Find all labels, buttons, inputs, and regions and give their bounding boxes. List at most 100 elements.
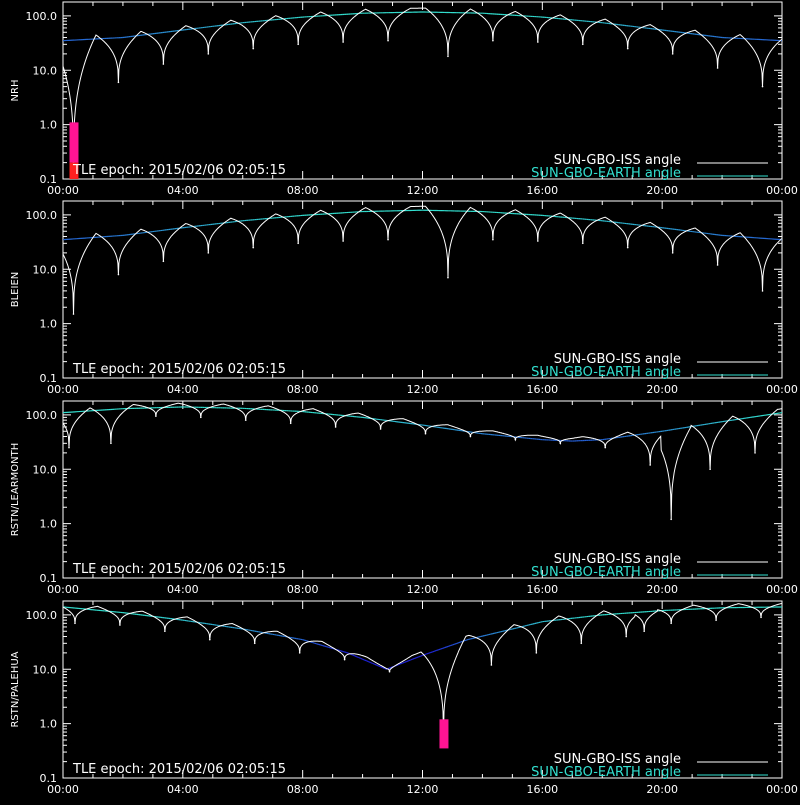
- y-axis-label: NRH: [10, 80, 21, 102]
- y-axis-label: RSTN/LEARMONTH: [10, 443, 21, 537]
- x-tick-label: 04:00: [167, 184, 199, 197]
- earth-angle-segment: [440, 648, 442, 649]
- x-tick-label: 00:00: [47, 184, 79, 197]
- iss-dip-point: [209, 639, 211, 641]
- iss-dip-point: [492, 40, 494, 42]
- earth-angle-segment: [377, 665, 379, 666]
- visibility-bar: [439, 719, 448, 748]
- x-tick-label: 04:00: [167, 383, 199, 396]
- y-tick-label: 100.0: [26, 10, 58, 23]
- iss-dip-point: [344, 659, 346, 661]
- iss-dip-point: [754, 452, 756, 454]
- x-tick-label: 16:00: [526, 583, 558, 596]
- iss-dip-point: [342, 41, 344, 43]
- earth-angle-segment: [460, 641, 462, 642]
- x-tick-label: 08:00: [287, 783, 319, 796]
- earth-angle-segment: [345, 652, 347, 653]
- x-tick-label: 00:00: [766, 184, 798, 197]
- iss-dip-point: [560, 443, 562, 445]
- iss-dip-point: [470, 436, 472, 438]
- iss-dip-point: [118, 82, 120, 84]
- plot-area: [63, 403, 782, 520]
- earth-angle-segment: [373, 663, 375, 664]
- plot-area: [63, 206, 782, 315]
- earth-angle-segment: [405, 662, 407, 663]
- iss-dip-point: [492, 239, 494, 241]
- earth-angle-segment: [419, 656, 421, 657]
- iss-dip-point: [717, 67, 719, 69]
- x-tick-label: 20:00: [646, 383, 678, 396]
- x-tick-label: 12:00: [407, 383, 439, 396]
- earth-angle-segment: [325, 646, 327, 647]
- earth-angle-segment: [375, 664, 377, 665]
- x-tick-label: 00:00: [766, 583, 798, 596]
- iss-dip-point: [582, 243, 584, 245]
- earth-angle-segment: [407, 661, 409, 662]
- earth-angle-segment: [339, 650, 341, 651]
- iss-dip-point: [580, 643, 582, 645]
- earth-angle-segment: [403, 662, 405, 663]
- iss-dip-point: [119, 624, 121, 626]
- earth-angle-segment: [357, 657, 359, 658]
- iss-dip-point: [297, 243, 299, 245]
- iss-dip-point: [252, 48, 254, 50]
- iss-dip-point: [709, 468, 711, 470]
- earth-angle-segment: [448, 646, 450, 647]
- tle-epoch-label: TLE epoch: 2015/02/06 02:05:15: [72, 762, 286, 777]
- iss-dip-point: [625, 636, 627, 638]
- earth-angle-segment: [458, 642, 460, 643]
- earth-angle-segment: [321, 645, 323, 646]
- iss-dip-point: [73, 313, 75, 315]
- earth-angle-segment: [365, 660, 367, 661]
- earth-angle-segment: [424, 654, 426, 655]
- earth-angle-segment: [464, 640, 466, 641]
- iss-dip-point: [207, 252, 209, 254]
- earth-angle-segment: [409, 660, 411, 661]
- earth-angle-segment: [327, 647, 329, 648]
- legend-entry-label: SUN-GBO-EARTH angle: [531, 565, 681, 580]
- iss-dip-point: [715, 619, 717, 621]
- iss-angle-series: [63, 403, 782, 519]
- iss-dip-point: [118, 274, 120, 276]
- x-tick-label: 00:00: [766, 383, 798, 396]
- iss-dip-point: [762, 86, 764, 88]
- earth-angle-segment: [341, 651, 343, 652]
- iss-dip-point: [164, 630, 166, 632]
- earth-angle-segment: [311, 642, 313, 643]
- y-tick-label: 1.0: [40, 718, 58, 731]
- tle-epoch-label: TLE epoch: 2015/02/06 02:05:15: [72, 362, 286, 377]
- x-tick-label: 12:00: [407, 783, 439, 796]
- earth-angle-segment: [319, 644, 321, 645]
- y-axis-label: RSTN/PALEHUA: [10, 651, 21, 727]
- iss-dip-point: [387, 239, 389, 241]
- iss-dip-point: [670, 623, 672, 625]
- iss-dip-point: [537, 240, 539, 242]
- earth-angle-segment: [351, 654, 353, 655]
- earth-angle-segment: [432, 651, 434, 652]
- earth-angle-segment: [303, 640, 305, 641]
- y-tick-label: 1.0: [40, 518, 58, 531]
- iss-dip-point: [425, 433, 427, 435]
- tle-epoch-label: TLE epoch: 2015/02/06 02:05:15: [72, 562, 286, 577]
- iss-dip-point: [604, 447, 606, 449]
- iss-dip-point: [252, 247, 254, 249]
- earth-angle-segment: [428, 653, 430, 654]
- earth-angle-segment: [466, 639, 468, 640]
- iss-dip-point: [649, 464, 651, 466]
- iss-dip-point: [68, 447, 70, 449]
- iss-dip-point: [200, 417, 202, 419]
- iss-dip-point: [207, 53, 209, 55]
- x-tick-label: 00:00: [47, 583, 79, 596]
- iss-dip-point: [643, 630, 645, 632]
- earth-angle-segment: [450, 645, 452, 646]
- iss-dip-point: [74, 623, 76, 625]
- iss-dip-point: [297, 44, 299, 46]
- earth-angle-segment: [411, 659, 413, 660]
- earth-angle-segment: [347, 653, 349, 654]
- iss-dip-point: [245, 419, 247, 421]
